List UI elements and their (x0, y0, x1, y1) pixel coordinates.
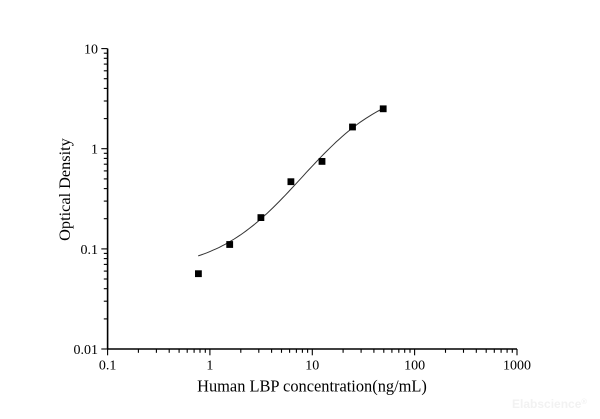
svg-text:100: 100 (404, 359, 425, 374)
svg-text:Optical Density: Optical Density (55, 137, 74, 240)
svg-text:0.01: 0.01 (74, 343, 99, 358)
svg-text:Human LBP concentration(ng/mL): Human LBP concentration(ng/mL) (197, 376, 427, 395)
svg-text:1: 1 (91, 143, 98, 158)
svg-text:10: 10 (305, 359, 319, 374)
svg-text:0.1: 0.1 (81, 243, 99, 258)
svg-text:1: 1 (206, 359, 213, 374)
svg-text:1000: 1000 (503, 359, 531, 374)
svg-text:Elabscience®: Elabscience® (512, 397, 587, 411)
svg-text:10: 10 (84, 43, 98, 58)
svg-text:0.1: 0.1 (99, 359, 117, 374)
